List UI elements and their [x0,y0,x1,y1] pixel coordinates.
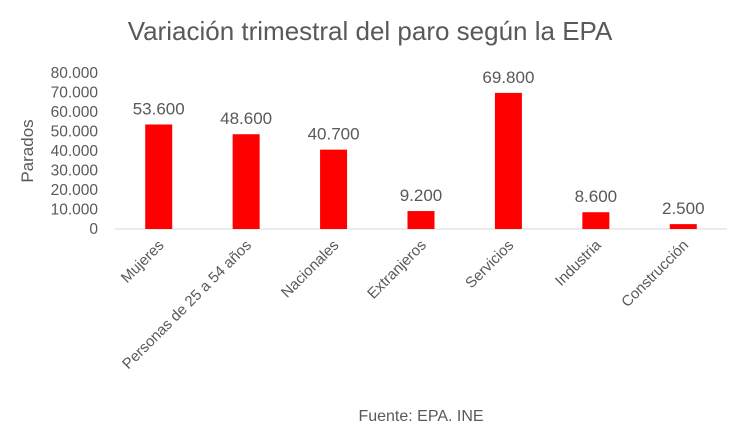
y-tick-label: 10.000 [51,202,99,219]
bars-group [145,92,697,229]
y-tick-label: 30.000 [51,163,99,180]
y-tick-label: 20.000 [51,182,99,199]
y-tick-label: 0 [89,221,98,238]
category-label: Mujeres [118,237,168,287]
bar [145,124,173,229]
data-label: 53.600 [133,99,185,118]
bar [232,134,260,229]
category-label: Servicios [462,237,517,292]
data-label: 8.600 [575,187,618,206]
data-labels-group: 53.600 48.600 40.700 9.200 69.800 8.600 2.500 [133,68,705,218]
y-axis-ticks: 0 10.000 20.000 30.000 40.000 50.000 60.000 70.… [51,65,99,238]
y-tick-label: 80.000 [51,65,99,82]
category-label: Construcción [618,237,692,311]
category-label: Industria [552,236,605,289]
y-tick-label: 60.000 [51,104,99,121]
data-label: 2.500 [662,199,705,218]
category-label: Nacionales [278,237,343,302]
data-label: 69.800 [482,68,534,87]
bar [669,224,697,229]
chart-title: Variación trimestral del paro según la E… [128,16,613,46]
y-tick-label: 40.000 [51,143,99,160]
source-note: Fuente: EPA. INE [358,408,483,425]
bar [494,92,522,229]
y-tick-label: 70.000 [51,85,99,102]
bar [582,212,610,229]
bar [407,211,435,229]
y-axis-title: Parados [18,119,37,182]
y-tick-label: 50.000 [51,124,99,141]
data-label: 48.600 [220,109,272,128]
category-label: Extranjeros [364,237,430,303]
data-label: 40.700 [308,125,360,144]
bar [320,149,348,229]
data-label: 9.200 [400,186,443,205]
